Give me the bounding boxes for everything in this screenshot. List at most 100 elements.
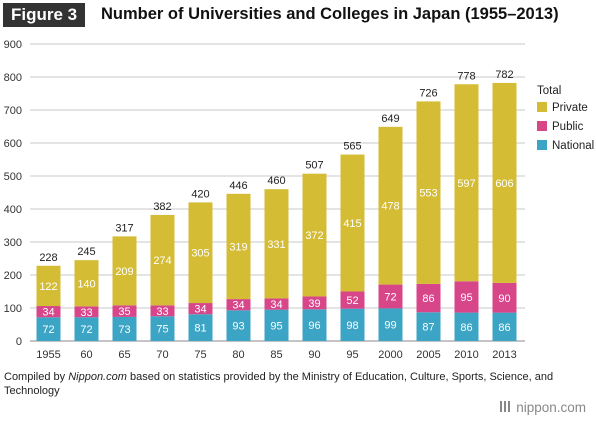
bar-value-label: 73 <box>118 324 130 336</box>
bar-value-label: 96 <box>308 320 320 332</box>
bar-segment-national <box>302 309 327 341</box>
legend-swatch-private <box>537 102 547 112</box>
legend-swatch-public <box>537 121 547 131</box>
logo-bars-icon <box>500 401 511 412</box>
bar-segment-public <box>302 296 327 310</box>
bar-total-label: 420 <box>191 188 209 200</box>
bar-segment-national <box>112 316 137 341</box>
bar-value-label: 81 <box>194 323 206 335</box>
source-prefix: Compiled by <box>4 371 69 383</box>
y-tick-label: 600 <box>4 138 22 150</box>
x-tick-label: 2013 <box>492 349 516 361</box>
bar-value-label: 90 <box>498 293 510 305</box>
bar-segment-national <box>492 312 517 341</box>
bar-total-label: 446 <box>229 180 247 192</box>
y-tick-label: 500 <box>4 171 22 183</box>
bar-value-label: 274 <box>153 255 171 267</box>
bar-segment-private <box>36 265 61 307</box>
nippon-logo: nippon.com <box>499 400 586 415</box>
bar-segment-national <box>378 308 403 341</box>
x-tick-label: 75 <box>194 349 206 361</box>
bar-value-label: 72 <box>80 324 92 336</box>
bar-value-label: 553 <box>419 188 437 200</box>
bar-segment-public <box>340 291 365 309</box>
bar-value-label: 331 <box>267 239 285 251</box>
bar-value-label: 34 <box>42 307 54 319</box>
bar-segment-public <box>188 303 213 315</box>
bar-value-label: 478 <box>381 201 399 213</box>
bar-value-label: 86 <box>460 322 472 334</box>
legend-item-private: Private <box>552 102 588 114</box>
y-tick-label: 100 <box>4 303 22 315</box>
figure-badge: Figure 3 <box>3 3 86 27</box>
bar-segment-public <box>36 306 61 318</box>
bar-segment-national <box>226 310 251 341</box>
bar-segment-private <box>302 173 327 297</box>
bar-segment-national <box>454 312 479 341</box>
bar-value-label: 99 <box>384 320 396 332</box>
bar-segment-private <box>454 84 479 282</box>
bar-segment-private <box>74 260 99 307</box>
logo-text: nippon.com <box>516 400 586 415</box>
bar-value-label: 597 <box>457 178 475 190</box>
y-tick-label: 300 <box>4 237 22 249</box>
bar-value-label: 606 <box>495 178 513 190</box>
bar-value-label: 33 <box>156 306 168 318</box>
bar-total-label: 245 <box>77 246 95 258</box>
bar-total-label: 317 <box>115 222 133 234</box>
x-tick-label: 2000 <box>378 349 402 361</box>
bar-segment-public <box>74 306 99 318</box>
bar-total-label: 228 <box>39 252 57 264</box>
bar-segment-private <box>264 189 289 299</box>
stacked-bar-chart: 0 100 200 300 400 500 600 700 800 900 72 34 122 228 19… <box>4 39 595 361</box>
bar-total-label: 778 <box>457 70 475 82</box>
bar-value-label: 122 <box>39 281 57 293</box>
source-note: Compiled by Nippon.com based on statisti… <box>4 370 594 398</box>
bar-value-label: 75 <box>156 324 168 336</box>
bar-segment-public <box>264 298 289 310</box>
legend-title: Total <box>537 85 561 97</box>
y-tick-label: 800 <box>4 72 22 84</box>
bar-value-label: 209 <box>115 266 133 278</box>
bar-segment-public <box>416 283 441 313</box>
legend-item-public: Public <box>552 121 584 133</box>
y-tick-label: 400 <box>4 204 22 216</box>
x-tick-label: 2005 <box>416 349 440 361</box>
legend-swatch-national <box>537 140 547 150</box>
bar-total-label: 460 <box>267 175 285 187</box>
y-tick-label: 900 <box>4 39 22 51</box>
legend-item-national: National <box>552 140 594 152</box>
x-tick-label: 95 <box>346 349 358 361</box>
bar-value-label: 87 <box>422 322 434 334</box>
bar-total-label: 507 <box>305 160 323 172</box>
bar-value-label: 93 <box>232 321 244 333</box>
bar-segment-public <box>378 284 403 309</box>
bar-total-label: 782 <box>495 69 513 81</box>
bar-segment-national <box>150 316 175 341</box>
bar-segment-private <box>492 82 517 283</box>
bar-value-label: 39 <box>308 298 320 310</box>
bar-value-label: 415 <box>343 218 361 230</box>
chart-title: Number of Universities and Colleges in J… <box>101 5 559 23</box>
bar-value-label: 98 <box>346 320 358 332</box>
bar-segment-public <box>454 281 479 313</box>
bar-segment-private <box>226 193 251 300</box>
bar-value-label: 34 <box>270 299 282 311</box>
bar-segment-public <box>150 305 175 317</box>
bar-value-label: 140 <box>77 278 95 290</box>
x-tick-label: 85 <box>270 349 282 361</box>
bar-segment-private <box>150 214 175 306</box>
bar-segment-public <box>112 305 137 317</box>
bar-total-label: 649 <box>381 113 399 125</box>
bar-segment-national <box>264 309 289 341</box>
bar-total-label: 565 <box>343 141 361 153</box>
x-tick-label: 90 <box>308 349 320 361</box>
bar-segment-national <box>416 312 441 341</box>
bar-value-label: 72 <box>384 291 396 303</box>
bar-segment-private <box>416 101 441 284</box>
bar-total-label: 726 <box>419 87 437 99</box>
bar-value-label: 86 <box>498 322 510 334</box>
y-tick-label: 0 <box>16 336 22 348</box>
bar-segment-public <box>492 282 517 313</box>
bar-segment-national <box>74 317 99 341</box>
